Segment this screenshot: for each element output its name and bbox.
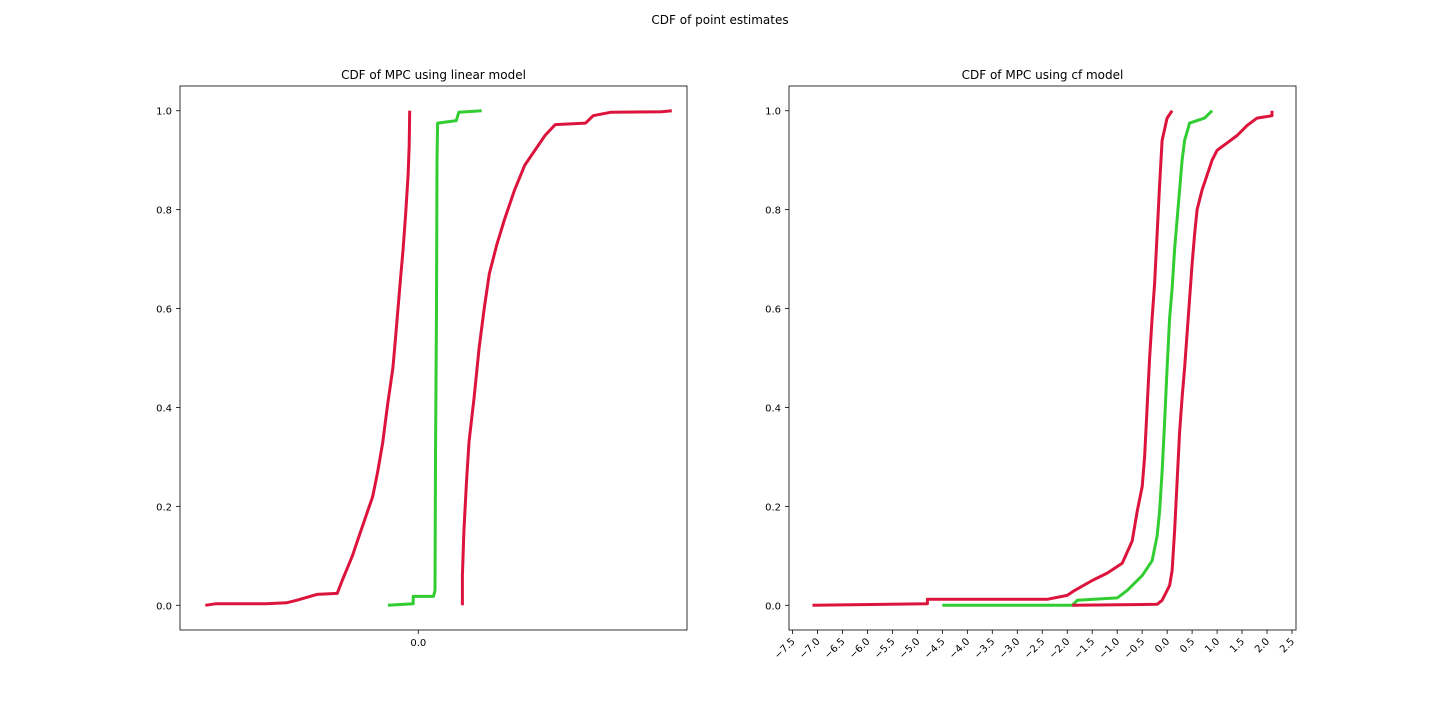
- y-tick-label: 0.2: [765, 502, 781, 513]
- axes-frame: [788, 85, 1297, 631]
- y-tick-label: 0.6: [765, 305, 781, 316]
- x-tick-label: −6.0: [848, 636, 873, 661]
- x-tick-label: 1.5: [1228, 636, 1247, 655]
- x-tick-label: −0.5: [1122, 636, 1147, 661]
- axes-frame: [179, 85, 688, 631]
- x-tick-label: 0.0: [1153, 636, 1172, 655]
- y-tick-label: 1.0: [765, 107, 781, 118]
- x-tick-label: 0.0: [410, 638, 426, 649]
- series-line-1: [205, 110, 412, 607]
- x-tick-label: −2.0: [1047, 636, 1072, 661]
- x-tick-label: −7.0: [798, 636, 823, 661]
- figure-suptitle: CDF of point estimates: [651, 13, 788, 27]
- chart-linear-model: CDF of MPC using linear model 0.0 0.2 0.4 0.…: [156, 68, 688, 649]
- y-tick-label: 0.4: [156, 403, 172, 414]
- x-tick-label: −3.5: [972, 636, 997, 661]
- x-tick-label: −1.0: [1097, 636, 1122, 661]
- x-tick-label: −6.5: [823, 636, 848, 661]
- chart-cf-model: CDF of MPC using cf model 0.0 0.2 0.4 0.6 0.8…: [765, 68, 1297, 661]
- x-tick-label: −5.0: [898, 636, 923, 661]
- y-tick-label: 0.2: [156, 502, 172, 513]
- x-tick-label: −3.0: [997, 636, 1022, 661]
- y-tick-label: 1.0: [156, 107, 172, 118]
- x-tick-label: −4.0: [947, 636, 972, 661]
- x-tick-label: −2.5: [1022, 636, 1047, 661]
- x-tick-label: 0.5: [1178, 636, 1197, 655]
- y-tick-label: 0.4: [765, 403, 781, 414]
- x-tick-label: 2.0: [1253, 636, 1272, 655]
- x-tick-label: 1.0: [1203, 636, 1222, 655]
- y-tick-label: 0.0: [765, 601, 781, 612]
- series-line-2: [387, 109, 482, 607]
- y-tick-label: 0.8: [156, 206, 172, 217]
- y-tick-label: 0.8: [765, 206, 781, 217]
- y-tick-label: 0.6: [156, 305, 172, 316]
- series-line-3: [1072, 110, 1274, 607]
- x-tick-label: −4.5: [923, 636, 948, 661]
- y-tick-label: 0.0: [156, 601, 172, 612]
- series-line-1: [812, 109, 1174, 607]
- x-tick-label: 2.5: [1278, 636, 1297, 655]
- x-tick-label: −5.5: [873, 636, 898, 661]
- series-line-2: [942, 109, 1214, 607]
- chart-title: CDF of MPC using cf model: [962, 68, 1124, 82]
- chart-title: CDF of MPC using linear model: [341, 68, 526, 82]
- x-tick-label: −7.5: [773, 636, 798, 661]
- series-line-3: [460, 109, 672, 606]
- x-tick-label: −1.5: [1072, 636, 1097, 661]
